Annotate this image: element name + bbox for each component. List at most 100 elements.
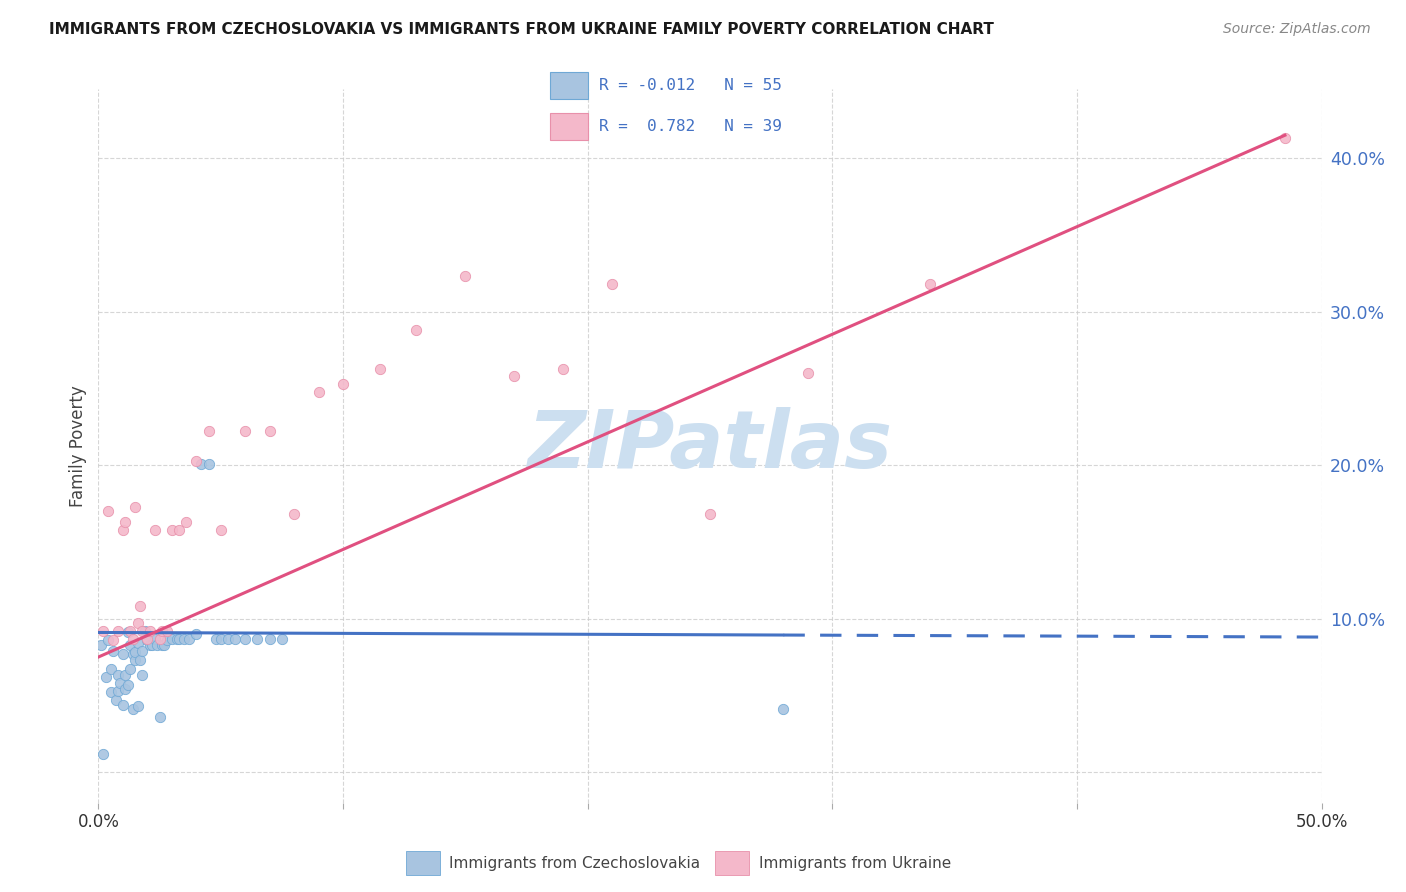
Text: IMMIGRANTS FROM CZECHOSLOVAKIA VS IMMIGRANTS FROM UKRAINE FAMILY POVERTY CORRELA: IMMIGRANTS FROM CZECHOSLOVAKIA VS IMMIGR… [49,22,994,37]
Text: Immigrants from Czechoslovakia: Immigrants from Czechoslovakia [450,855,700,871]
Point [156,624,179,638]
Point [176,515,198,529]
Point [100,685,122,699]
Point [205,632,228,646]
Point [160,632,183,646]
Point [797,366,820,380]
Point [332,376,354,391]
Point [503,369,526,384]
Point [259,632,281,646]
Point [114,668,136,682]
Point [94,670,117,684]
Point [143,632,166,646]
Point [454,269,477,284]
Point [101,633,124,648]
Point [166,632,188,646]
Point [117,625,139,640]
Bar [406,851,440,875]
Point [224,632,246,646]
Point [259,425,281,439]
Point [107,668,129,682]
Point [699,508,721,522]
Text: R = -0.012   N = 55: R = -0.012 N = 55 [599,78,782,93]
Point [131,668,153,682]
Point [121,632,143,646]
Point [121,647,143,661]
Point [139,624,162,638]
Point [146,638,169,652]
Point [233,632,256,646]
Point [139,638,162,652]
Text: ZIPatlas: ZIPatlas [527,407,893,485]
Point [136,632,159,646]
Point [153,638,176,652]
Point [143,523,166,537]
Point [1274,131,1296,145]
FancyBboxPatch shape [550,113,588,140]
Point [114,682,136,697]
Point [167,523,190,537]
Point [920,277,942,291]
Point [121,702,143,716]
Point [209,523,232,537]
Point [110,676,132,690]
Point [129,599,152,614]
Point [90,638,112,652]
Point [772,702,794,716]
Point [120,624,142,638]
Point [149,710,172,724]
Point [600,277,623,291]
Point [283,508,305,522]
Point [217,632,239,646]
Point [120,662,142,676]
Point [141,638,163,652]
Point [97,633,120,648]
Y-axis label: Family Poverty: Family Poverty [69,385,87,507]
Point [190,457,212,471]
Point [111,523,134,537]
Point [114,515,136,529]
Text: Immigrants from Ukraine: Immigrants from Ukraine [759,855,950,871]
Point [100,662,122,676]
Text: Source: ZipAtlas.com: Source: ZipAtlas.com [1223,22,1371,37]
Point [197,425,219,439]
Point [186,453,208,467]
Point [124,645,146,659]
Point [160,523,183,537]
Point [150,638,173,652]
Text: R =  0.782   N = 39: R = 0.782 N = 39 [599,120,782,135]
Point [131,644,153,658]
Point [127,636,149,650]
Point [405,323,427,337]
Point [197,457,219,471]
Point [553,361,575,376]
Point [117,678,139,692]
Point [127,699,149,714]
Point [136,633,159,648]
Point [97,504,120,518]
Point [107,624,129,638]
Point [127,616,149,631]
Point [173,632,195,646]
Point [124,653,146,667]
Point [156,633,179,648]
Point [111,647,134,661]
Point [233,425,256,439]
Point [167,632,190,646]
FancyBboxPatch shape [550,71,588,99]
Point [107,683,129,698]
Bar [716,851,749,875]
Point [186,627,208,641]
Point [91,624,114,638]
Point [134,624,156,638]
Point [124,500,146,514]
Point [104,693,127,707]
Point [120,638,142,652]
Point [131,624,153,638]
Point [129,653,152,667]
Point [111,698,134,712]
Point [246,632,269,646]
Point [368,361,391,376]
Point [270,632,294,646]
Point [91,747,114,761]
